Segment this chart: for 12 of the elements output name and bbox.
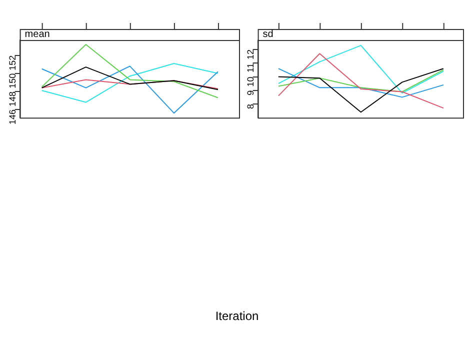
chart-title: mean <box>24 28 50 40</box>
chart-title: sd <box>262 28 274 40</box>
y-tick-label: 11 <box>245 63 256 72</box>
y-tick-label: 9 <box>245 90 256 96</box>
x-axis-title: Iteration <box>214 309 260 323</box>
y-tick-label: 10 <box>245 76 256 87</box>
y-tick-label: 12 <box>245 50 256 60</box>
y-tick-label: 152 <box>7 55 18 70</box>
y-tick-label: 148 <box>7 91 18 106</box>
y-tick-label: 150 <box>7 73 18 88</box>
y-tick-label: 146 <box>7 109 18 125</box>
y-tick-label: 8 <box>245 104 256 109</box>
